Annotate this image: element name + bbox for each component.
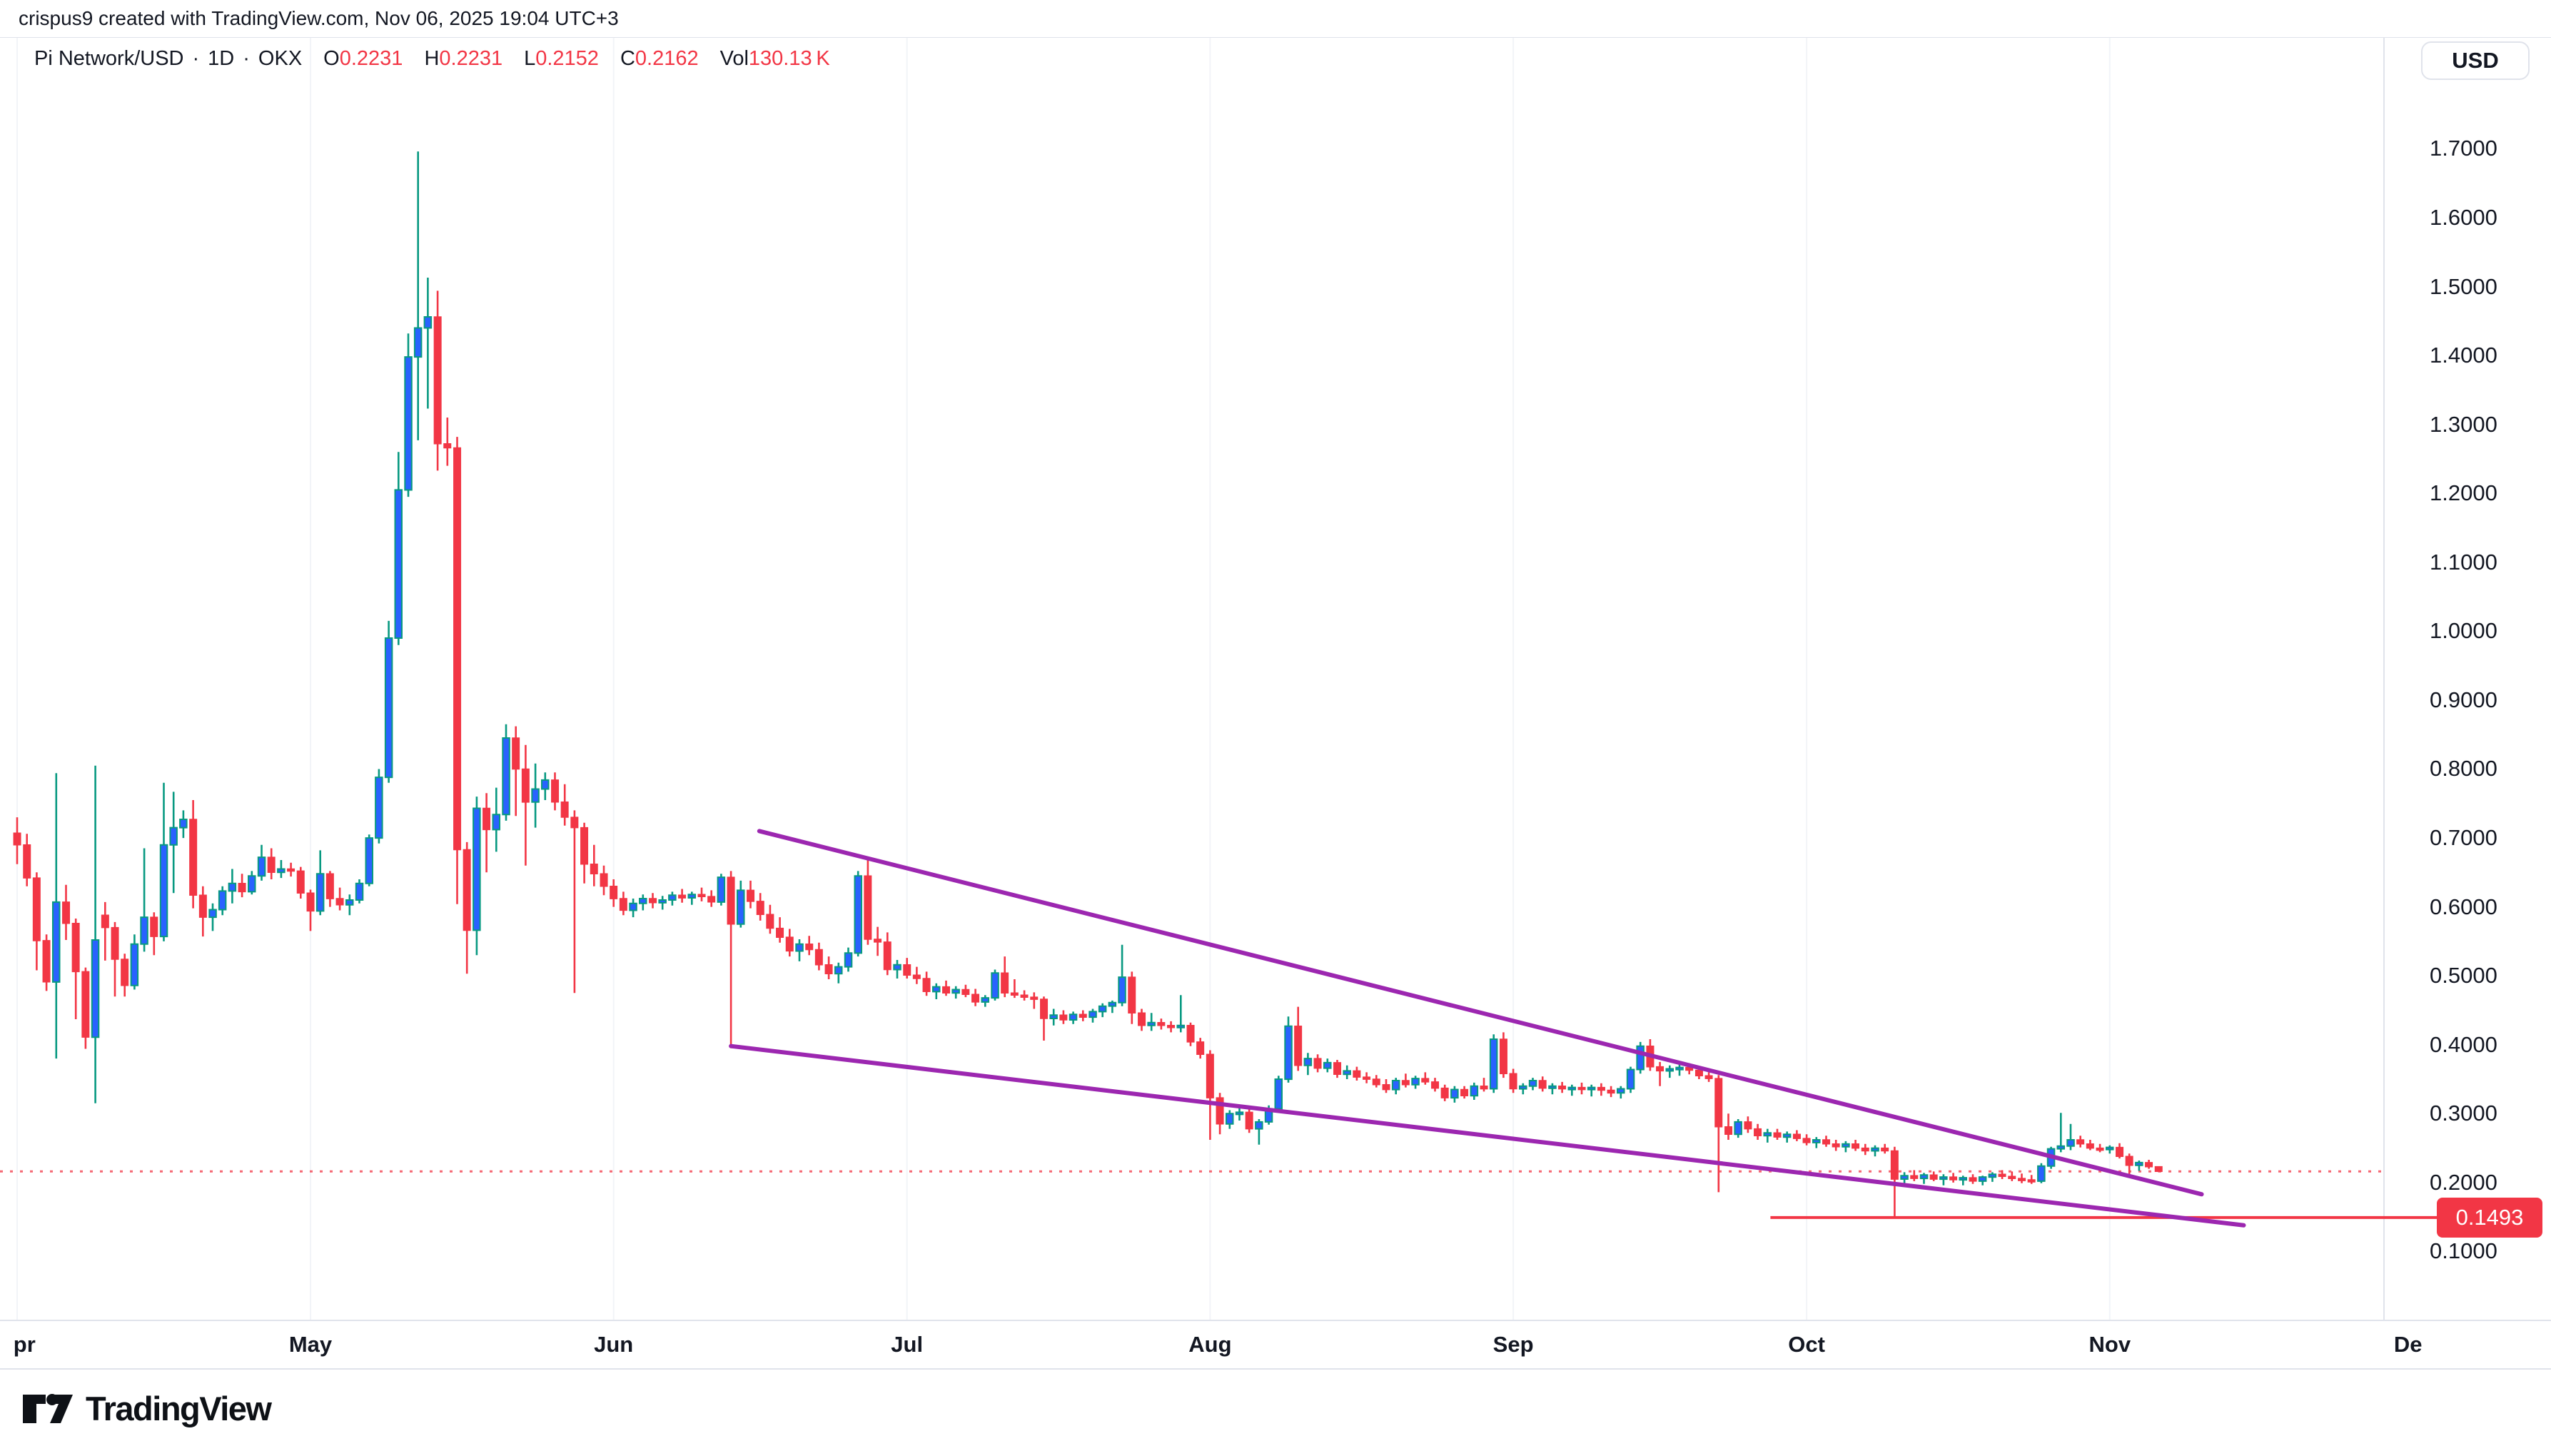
price-axis-label: 1.6000 (2430, 204, 2497, 230)
close-label: C (620, 47, 635, 70)
price-axis-label: 0.8000 (2430, 756, 2497, 782)
down-candle-bodies (13, 316, 2163, 1183)
time-axis-label-oct: Oct (1788, 1332, 1825, 1357)
price-axis-label: 1.2000 (2430, 480, 2497, 506)
low-value: 0.2152 (535, 47, 599, 70)
low-label: L (524, 47, 536, 70)
tradingview-logo-icon (23, 1393, 73, 1423)
volume-label: Vol (719, 47, 749, 70)
close-value: 0.2162 (635, 47, 699, 70)
legend-symbol[interactable]: Pi Network/USD (34, 47, 184, 70)
price-axis-label: 1.7000 (2430, 136, 2497, 161)
time-axis-label-nov: Nov (2088, 1332, 2131, 1357)
support-price-tag: 0.1493 (2437, 1197, 2542, 1238)
legend-separator: · (243, 47, 250, 70)
time-axis-label-jun: Jun (594, 1332, 634, 1357)
high-value: 0.2231 (439, 47, 503, 70)
symbol-legend: Pi Network/USD · 1D · OKX O0.2231 H0.223… (34, 47, 830, 71)
legend-exchange[interactable]: OKX (258, 47, 303, 70)
header-bar: crispus9 created with TradingView.com, N… (0, 0, 2551, 37)
time-axis-label-sep: Sep (1492, 1332, 1534, 1357)
wedge-lower-trendline[interactable] (729, 1043, 2246, 1228)
price-axis-label: 0.9000 (2430, 687, 2497, 712)
up-candle-wicks (55, 151, 2141, 1185)
up-candle-bodies (52, 316, 2143, 1182)
high-label: H (424, 47, 440, 70)
time-axis-label-pr: pr (13, 1332, 36, 1357)
open-value: 0.2231 (339, 47, 403, 70)
currency-usd-button[interactable]: USD (2421, 41, 2530, 80)
price-axis-label: 0.1000 (2430, 1238, 2497, 1264)
header-title: crispus9 created with TradingView.com, N… (19, 7, 619, 29)
price-axis-label: 0.2000 (2430, 1169, 2497, 1195)
price-axis-label: 0.6000 (2430, 894, 2497, 919)
price-axis-label: 1.5000 (2430, 273, 2497, 299)
time-axis-label-may: May (288, 1332, 333, 1357)
volume-value: 130.13 K (748, 47, 830, 70)
time-axis-label-jul: Jul (891, 1332, 924, 1357)
open-label: O (323, 47, 340, 70)
time-axis-label-de: De (2393, 1332, 2423, 1357)
time-axis-label-aug: Aug (1188, 1332, 1232, 1357)
price-axis-label: 1.3000 (2430, 411, 2497, 437)
price-axis-label: 1.4000 (2430, 343, 2497, 368)
down-candle-wicks (16, 290, 2160, 1218)
legend-interval[interactable]: 1D (208, 47, 235, 70)
tradingview-brand-text: TradingView (86, 1390, 272, 1427)
price-axis-label: 1.0000 (2430, 618, 2497, 644)
legend-separator: · (192, 47, 200, 70)
wedge-upper-trendline[interactable] (757, 829, 2204, 1197)
price-axis-label: 0.7000 (2430, 825, 2497, 851)
tradingview-attribution[interactable]: TradingView (21, 1389, 272, 1428)
price-axis-label: 0.4000 (2430, 1031, 2497, 1057)
price-axis-label: 0.5000 (2430, 963, 2497, 989)
price-axis-label: 1.1000 (2430, 549, 2497, 575)
price-axis-label: 0.3000 (2430, 1101, 2497, 1126)
